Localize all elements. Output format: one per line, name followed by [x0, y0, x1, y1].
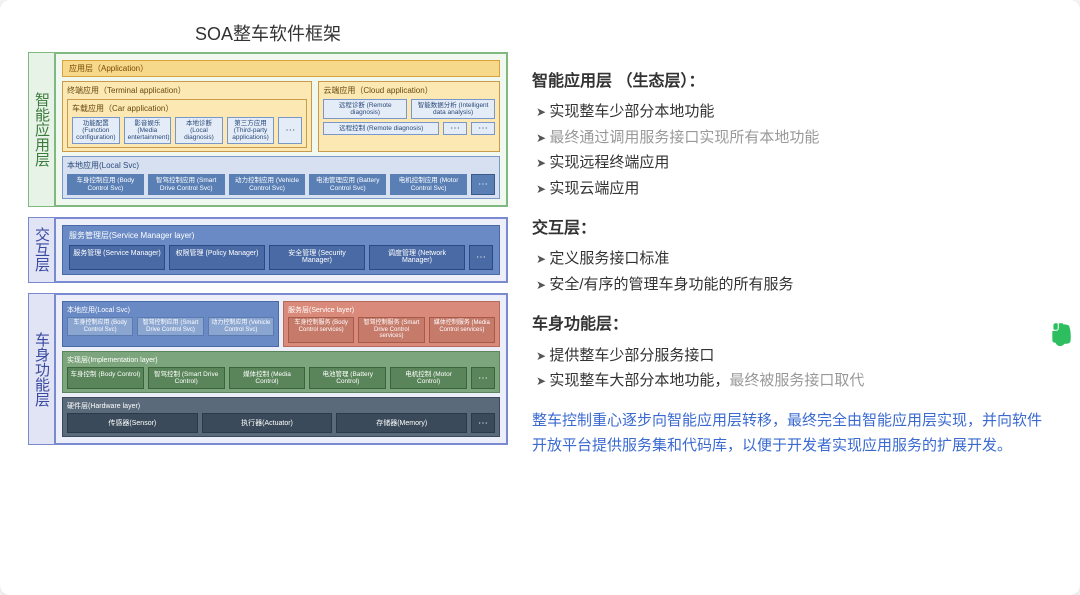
- impl-box: 车身控制 (Body Control): [67, 367, 144, 389]
- layer-3: 车身功能层 本地应用(Local Svc) 车身控制应用 (Body Contr…: [28, 293, 508, 445]
- l3-local-band: 本地应用(Local Svc) 车身控制应用 (Body Control Svc…: [62, 301, 279, 347]
- app-band-title: 应用层（Application）: [62, 60, 500, 77]
- svc-box: 调度管理 (Network Manager): [369, 245, 465, 270]
- local-svc-band: 本地应用(Local Svc) 车身控制应用 (Body Control Svc…: [62, 156, 500, 198]
- l3-service-band: 服务层(Service layer) 车身控制服务 (Body Control …: [283, 301, 500, 347]
- impl-box: 电机控制 (Motor Control): [390, 367, 467, 389]
- car-box: 功能配置 (Function configuration): [72, 117, 120, 144]
- svc-box: 权限管理 (Policy Manager): [169, 245, 265, 270]
- impl-band: 实现层(Implementation layer) 车身控制 (Body Con…: [62, 351, 500, 393]
- bullet-mixed: 实现整车大部分本地功能，最终被服务接口取代: [532, 368, 1052, 394]
- car-box: 影音娱乐 (Media entertainment): [124, 117, 172, 144]
- l3-service-title: 服务层(Service layer): [288, 305, 495, 315]
- cloud-title: 云端应用（Cloud application）: [323, 85, 495, 96]
- impl-title: 实现层(Implementation layer): [67, 355, 495, 365]
- svc-band: 服务管理层(Service Manager layer) 服务管理 (Servi…: [62, 225, 500, 275]
- bullet-grey: 最终通过调用服务接口实现所有本地功能: [532, 125, 1052, 151]
- bullet: 实现云端应用: [532, 176, 1052, 202]
- layer-2-body: 服务管理层(Service Manager layer) 服务管理 (Servi…: [54, 217, 508, 283]
- l3-local-box: 车身控制应用 (Body Control Svc): [67, 317, 133, 336]
- local-box: 电池管理应用 (Battery Control Svc): [309, 174, 386, 194]
- section-3-title: 车身功能层：: [532, 311, 1052, 338]
- local-box: 车身控制应用 (Body Control Svc): [67, 174, 144, 194]
- impl-box: 电池管理 (Battery Control): [309, 367, 386, 389]
- ellipsis-icon: ⋯: [471, 367, 495, 389]
- ellipsis-icon: ⋯: [278, 117, 302, 144]
- hw-title: 硬件层(Hardware layer): [67, 401, 495, 411]
- cloud-box: 智能数据分析 (Intelligent data analysis): [411, 99, 495, 119]
- section-2-title: 交互层：: [532, 215, 1052, 242]
- slide: SOA整车软件框架 智能应用层 应用层（Application） 终端应用（Te…: [0, 0, 1080, 595]
- hw-box: 存储器(Memory): [336, 413, 467, 433]
- impl-box: 媒体控制 (Media Control): [229, 367, 306, 389]
- description-panel: 智能应用层 （生态层）： 实现整车少部分本地功能 最终通过调用服务接口实现所有本…: [532, 20, 1052, 575]
- hw-box: 执行器(Actuator): [202, 413, 333, 433]
- local-box: 动力控制应用 (Vehicle Control Svc): [229, 174, 306, 194]
- l3-svc-box: 车身控制服务 (Body Control services): [288, 317, 354, 343]
- hw-box: 传感器(Sensor): [67, 413, 198, 433]
- conclusion-text: 整车控制重心逐步向智能应用层转移，最终完全由智能应用层实现，并向软件开放平台提供…: [532, 408, 1052, 459]
- section-1-title: 智能应用层 （生态层）：: [532, 68, 1052, 95]
- bullet: 实现远程终端应用: [532, 150, 1052, 176]
- local-title: 本地应用(Local Svc): [67, 160, 495, 171]
- svc-box: 服务管理 (Service Manager): [69, 245, 165, 270]
- car-box: 第三方应用 (Third-party applications): [227, 117, 275, 144]
- layer-3-label: 车身功能层: [28, 293, 54, 445]
- layer-2: 交互层 服务管理层(Service Manager layer) 服务管理 (S…: [28, 217, 508, 283]
- layer-3-body: 本地应用(Local Svc) 车身控制应用 (Body Control Svc…: [54, 293, 508, 445]
- svc-box: 安全管理 (Security Manager): [269, 245, 365, 270]
- impl-box: 智驾控制 (Smart Drive Control): [148, 367, 225, 389]
- l3-svc-box: 智驾控制服务 (Smart Drive Control services): [358, 317, 424, 343]
- terminal-app-col: 终端应用（Terminal application） 车载应用（Car appl…: [62, 81, 312, 152]
- svc-title: 服务管理层(Service Manager layer): [69, 230, 493, 241]
- layer-2-label: 交互层: [28, 217, 54, 283]
- l3-local-box: 动力控制应用 (Vehicle Control Svc): [208, 317, 274, 336]
- local-box: 智驾控制应用 (Smart Drive Control Svc): [148, 174, 225, 194]
- bullet: 实现整车少部分本地功能: [532, 99, 1052, 125]
- l3-local-box: 智驾控制应用 (Smart Drive Control Svc): [137, 317, 203, 336]
- layer-1-label: 智能应用层: [28, 52, 54, 207]
- bullet: 安全/有序的管理车身功能的所有服务: [532, 272, 1052, 298]
- bullet-grey-text: 最终被服务接口取代: [729, 372, 864, 389]
- diagram-panel: SOA整车软件框架 智能应用层 应用层（Application） 终端应用（Te…: [28, 20, 508, 575]
- terminal-title: 终端应用（Terminal application）: [67, 85, 307, 96]
- l3-svc-box: 媒体控制服务 (Media Control services): [429, 317, 495, 343]
- bullet: 定义服务接口标准: [532, 246, 1052, 272]
- local-box: 电机控制应用 (Motor Control Svc): [390, 174, 467, 194]
- l3-local-title: 本地应用(Local Svc): [67, 305, 274, 315]
- layer-1-body: 应用层（Application） 终端应用（Terminal applicati…: [54, 52, 508, 207]
- cloud-box: 远程诊断 (Remote diagnosis): [323, 99, 407, 119]
- ellipsis-icon: ⋯: [469, 245, 493, 270]
- ellipsis-icon: ⋯: [471, 413, 495, 433]
- bullet-text: 实现整车大部分本地功能，: [549, 372, 729, 389]
- layer-1: 智能应用层 应用层（Application） 终端应用（Terminal app…: [28, 52, 508, 207]
- evernote-icon[interactable]: [1048, 320, 1074, 346]
- cloud-box: 远程控制 (Remote diagnosis): [323, 122, 439, 135]
- ellipsis-icon: ⋯: [471, 122, 495, 135]
- ellipsis-icon: ⋯: [443, 122, 467, 135]
- car-box: 本地诊断 (Local diagnosis): [175, 117, 223, 144]
- bullet: 提供整车少部分服务接口: [532, 343, 1052, 369]
- hw-band: 硬件层(Hardware layer) 传感器(Sensor) 执行器(Actu…: [62, 397, 500, 437]
- diagram-title: SOA整车软件框架: [28, 20, 508, 46]
- ellipsis-icon: ⋯: [471, 174, 495, 194]
- cloud-app-col: 云端应用（Cloud application） 远程诊断 (Remote dia…: [318, 81, 500, 152]
- car-app-title: 车载应用（Car application）: [72, 103, 302, 114]
